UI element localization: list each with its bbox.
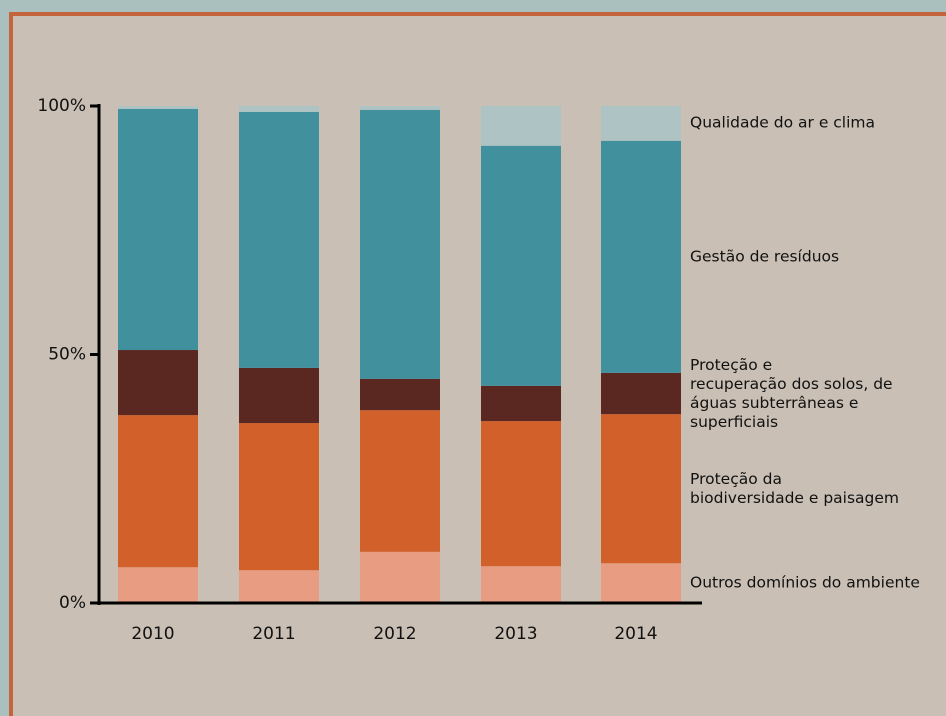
x-tick-label: 2014: [614, 624, 657, 644]
x-tick-label: 2012: [373, 624, 416, 644]
bar-segment: [601, 140, 681, 373]
y-tick-label: 0%: [59, 593, 86, 613]
bar-segment: [481, 566, 561, 603]
bar-segment: [601, 414, 681, 564]
bar-segment: [239, 570, 319, 603]
bar-segment: [481, 421, 561, 567]
bar-segment: [360, 109, 440, 379]
bar-segment: [239, 106, 319, 112]
y-tick-label: 50%: [48, 345, 86, 365]
bar-segment: [360, 106, 440, 110]
bar-segment: [118, 567, 198, 603]
bar-segment: [239, 111, 319, 368]
bar-segment: [601, 106, 681, 141]
bar-segment: [118, 106, 198, 109]
bar-segment: [481, 385, 561, 422]
bar-segment: [360, 551, 440, 603]
bar-segment: [481, 145, 561, 386]
bar-segment: [481, 106, 561, 146]
legend-label: Outros domínios do ambiente: [690, 573, 920, 592]
x-tick-label: 2011: [252, 624, 295, 644]
y-tick-label: 100%: [37, 96, 86, 116]
bar-segment: [360, 378, 440, 411]
legend-label: Gestão de resíduos: [690, 247, 840, 266]
bar-segment: [118, 415, 198, 568]
x-tick-label: 2013: [494, 624, 537, 644]
bar-segment: [118, 108, 198, 351]
legend-label: Proteção da biodiversidade e paisagem: [690, 469, 900, 507]
legend-label: Qualidade do ar e clima: [690, 113, 876, 132]
bar-segment: [601, 372, 681, 415]
x-tick-label: 2010: [131, 624, 174, 644]
bar-segment: [239, 367, 319, 424]
bar-segment: [601, 563, 681, 603]
bar-segment: [239, 423, 319, 571]
bar-segment: [118, 350, 198, 416]
legend-label: Proteção e recuperação dos solos, de águ…: [690, 355, 893, 431]
bar-segment: [360, 410, 440, 552]
